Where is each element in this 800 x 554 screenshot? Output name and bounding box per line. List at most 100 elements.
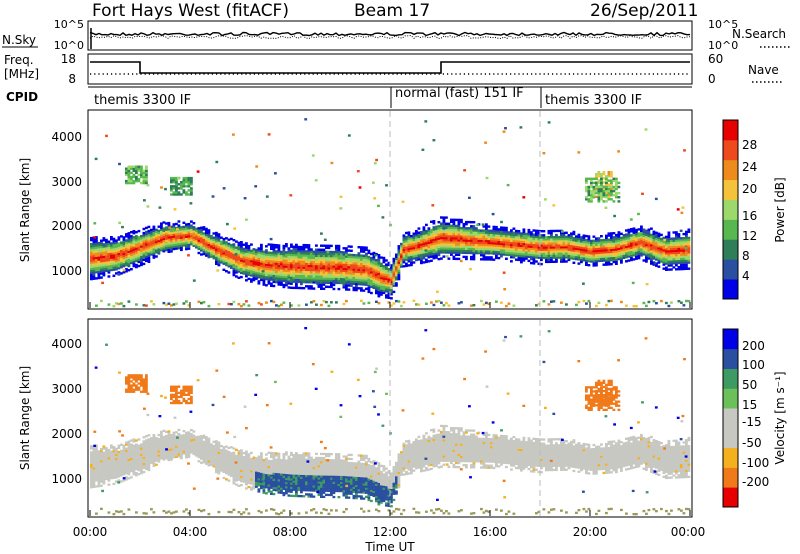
power-cell	[285, 265, 288, 268]
power-cell	[180, 226, 183, 229]
power-cell	[582, 248, 586, 252]
power-cell	[595, 251, 598, 255]
power-cell	[200, 239, 203, 242]
power-cell	[475, 239, 478, 242]
power-cell	[430, 234, 433, 238]
power-cell	[635, 241, 638, 244]
power-cell	[332, 255, 336, 258]
power-cell	[127, 246, 131, 249]
power-cell	[430, 237, 433, 240]
velocity-cell	[162, 452, 166, 455]
power-cell	[315, 248, 318, 251]
power-cell	[165, 239, 168, 243]
power-cell	[472, 227, 476, 230]
velocity-cell	[167, 452, 171, 456]
power-cell	[405, 248, 408, 251]
power-cell	[627, 234, 631, 238]
power-cell	[590, 250, 593, 253]
power-cell	[215, 248, 218, 251]
power-cell	[215, 262, 218, 265]
velocity-cell	[102, 474, 106, 477]
velocity-cell	[155, 453, 158, 456]
power-cell	[387, 296, 391, 299]
power-cell	[197, 245, 201, 248]
power-cell	[237, 258, 241, 261]
velocity-cell	[132, 462, 136, 466]
power-cell	[567, 242, 571, 245]
power-cell	[370, 265, 373, 268]
power-cell	[275, 260, 278, 263]
power-cell	[267, 263, 271, 267]
power-cell	[605, 246, 608, 250]
power-cell	[285, 277, 288, 281]
power-cell	[365, 256, 368, 260]
power-cell	[565, 231, 568, 234]
power-cell	[245, 246, 248, 249]
power-cell	[397, 261, 401, 264]
power-cell	[562, 250, 566, 253]
velocity-cell	[165, 440, 168, 444]
power-cell	[405, 254, 408, 257]
power-cell	[375, 273, 378, 276]
velocity-cell	[100, 507, 103, 510]
power-cell	[162, 243, 166, 247]
power-cell	[157, 241, 161, 245]
power-cell	[362, 258, 366, 262]
power-cell	[332, 277, 336, 280]
power-cell	[417, 245, 421, 249]
power-cell	[577, 239, 581, 243]
power-cell	[375, 275, 378, 278]
power-cell	[322, 263, 326, 266]
velocity-cell	[142, 448, 146, 451]
velocity-cell	[160, 443, 163, 446]
power-cell	[230, 303, 233, 306]
power-cell	[607, 257, 611, 260]
velocity-cell	[157, 433, 161, 437]
power-cell	[417, 256, 421, 259]
power-cell	[537, 238, 541, 241]
power-cell	[90, 247, 93, 250]
power-cell	[196, 170, 200, 173]
power-cell	[155, 245, 158, 248]
power-cell	[440, 301, 443, 304]
power-cell	[175, 183, 178, 186]
power-cell	[277, 252, 281, 255]
power-cell	[592, 256, 596, 259]
power-cell	[582, 240, 586, 243]
power-cell	[255, 263, 258, 266]
power-cell	[350, 257, 353, 261]
power-cell	[132, 179, 136, 183]
power-cell	[595, 243, 598, 246]
power-cell	[207, 249, 211, 253]
power-cell	[650, 254, 653, 257]
power-cell	[115, 251, 118, 255]
power-cell	[585, 249, 588, 252]
power-cell	[285, 251, 288, 254]
velocity-cell	[175, 449, 178, 452]
power-cell	[612, 238, 616, 241]
power-cell	[135, 235, 138, 238]
power-cell	[247, 261, 251, 264]
velocity-cell	[92, 477, 96, 480]
velocity-cell	[107, 477, 111, 480]
power-cell	[365, 258, 368, 262]
velocity-cell	[105, 465, 108, 468]
velocity-cell	[120, 470, 123, 473]
power-cell	[325, 300, 328, 304]
power-cell	[652, 257, 656, 260]
power-cell	[120, 261, 123, 265]
power-cell	[357, 287, 361, 290]
power-cell	[465, 237, 468, 240]
power-cell	[315, 271, 318, 274]
power-cell	[585, 247, 588, 250]
power-cell	[252, 270, 256, 274]
power-cell	[217, 261, 221, 265]
power-cell	[177, 234, 181, 238]
velocity-cell	[95, 485, 98, 488]
power-cell	[512, 237, 516, 241]
power-cell	[380, 274, 383, 278]
power-cell	[270, 255, 273, 259]
power-cell	[232, 271, 236, 275]
power-cell	[187, 241, 191, 244]
power-cell	[322, 269, 326, 272]
